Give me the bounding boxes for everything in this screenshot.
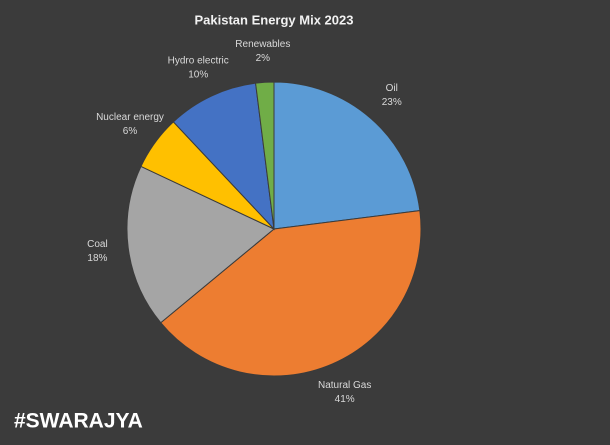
slice-label: Natural Gas [318, 380, 371, 391]
slice-label: Nuclear energy [96, 112, 164, 123]
slice-label: Oil [386, 83, 398, 94]
pie-slice [172, 82, 275, 231]
value-label: 2% [256, 53, 271, 64]
slice-label: Renewables [235, 39, 290, 50]
pie-slice [273, 81, 421, 230]
chart-title: Pakistan Energy Mix 2023 [195, 12, 354, 27]
watermark: #SWARAJYA [14, 410, 143, 433]
slice-label: Hydro electric [168, 56, 229, 67]
pie-slice [255, 81, 275, 230]
value-label: 23% [382, 97, 402, 108]
value-label: 6% [123, 126, 138, 137]
pie-slice [160, 210, 422, 377]
value-label: 10% [188, 70, 208, 81]
slice-label: Coal [87, 239, 108, 250]
value-label: 41% [335, 394, 355, 405]
pie-slice [126, 165, 275, 324]
value-label: 18% [87, 253, 107, 264]
